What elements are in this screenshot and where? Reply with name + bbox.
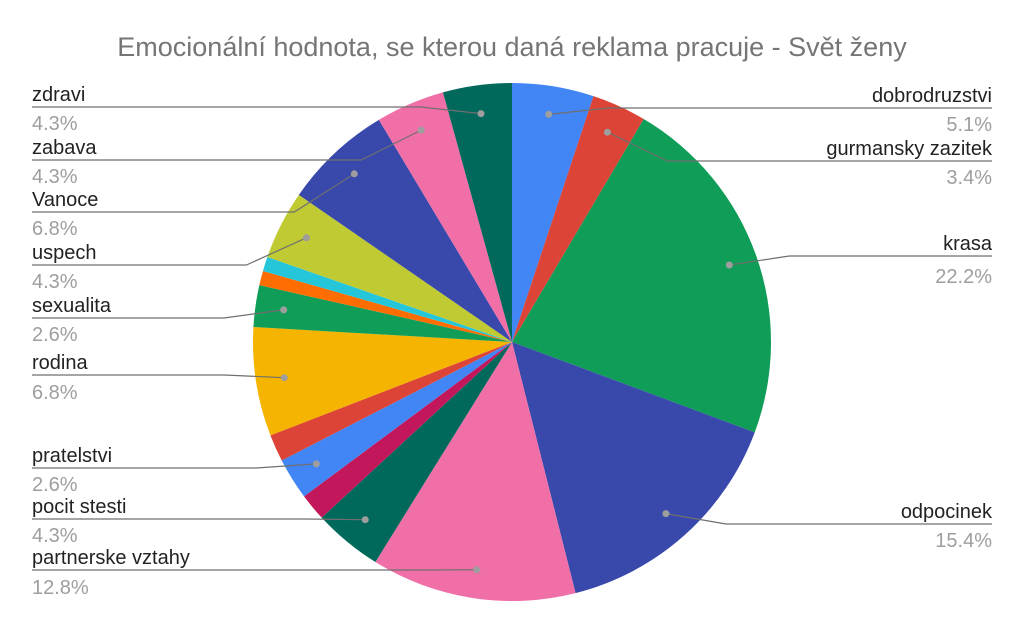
leader-dot bbox=[725, 261, 733, 269]
leader-dot bbox=[302, 234, 310, 242]
leader-line bbox=[32, 518, 366, 521]
leader-dot bbox=[280, 374, 288, 382]
pie-slice-unlabeled-11 bbox=[259, 270, 512, 342]
chart-title: Emocionální hodnota, se kterou daná rekl… bbox=[117, 32, 907, 62]
pie-slice-dobrodruzstvi bbox=[512, 83, 594, 342]
slice-percentage: 4.3% bbox=[32, 166, 78, 188]
slice-label: partnerske vztahy bbox=[32, 547, 190, 569]
pie-slice-sexualita bbox=[253, 285, 512, 342]
slice-percentage: 6.8% bbox=[32, 218, 78, 240]
slice-label: gurmansky zazitek bbox=[826, 138, 993, 160]
leader-line bbox=[32, 106, 482, 115]
pie-slice-krasa bbox=[512, 119, 771, 433]
slice-percentage: 22.2% bbox=[935, 266, 992, 288]
leader-line bbox=[607, 131, 992, 162]
leader-line bbox=[32, 173, 355, 213]
pie-slice-partnerske-vztahy bbox=[375, 342, 576, 602]
slice-label: odpocinek bbox=[901, 501, 993, 523]
pie-slice-zdravi bbox=[442, 83, 512, 342]
slice-label: rodina bbox=[32, 352, 88, 374]
pie-slice-pratelstvi bbox=[281, 342, 512, 497]
slice-percentage: 3.4% bbox=[946, 167, 992, 189]
slice-label: zdravi bbox=[32, 84, 85, 106]
slice-label: zabava bbox=[32, 137, 97, 159]
slice-percentage: 5.1% bbox=[946, 114, 992, 136]
leader-line bbox=[548, 107, 992, 115]
leader-dot bbox=[361, 516, 369, 524]
pie-slice-unlabeled-12 bbox=[262, 257, 512, 342]
leader-line bbox=[32, 237, 307, 266]
slice-percentage: 4.3% bbox=[32, 271, 78, 293]
leader-line bbox=[32, 463, 317, 469]
pie-slice-uspech bbox=[267, 194, 512, 342]
slice-percentage: 4.3% bbox=[32, 525, 78, 547]
slice-percentage: 6.8% bbox=[32, 382, 78, 404]
slice-label: sexualita bbox=[32, 295, 112, 317]
slice-percentage: 2.6% bbox=[32, 324, 78, 346]
leader-line bbox=[32, 129, 422, 161]
leader-dot bbox=[312, 460, 320, 468]
leader-dot bbox=[545, 110, 553, 118]
leader-dot bbox=[417, 126, 425, 134]
slice-label: pratelstvi bbox=[32, 445, 112, 467]
leader-dot bbox=[350, 170, 358, 178]
slice-label: dobrodruzstvi bbox=[872, 85, 992, 107]
leader-line bbox=[665, 513, 992, 525]
slice-percentage: 4.3% bbox=[32, 113, 78, 135]
slice-percentage: 12.8% bbox=[32, 577, 89, 599]
slice-percentage: 2.6% bbox=[32, 474, 78, 496]
pie-slice-odpocinek bbox=[512, 342, 755, 594]
slice-label: Vanoce bbox=[32, 189, 98, 211]
leader-line bbox=[32, 374, 285, 379]
leader-line bbox=[729, 255, 992, 266]
pie-slice-rodina bbox=[253, 326, 512, 436]
slice-label: pocit stesti bbox=[32, 496, 126, 518]
leader-dot bbox=[662, 510, 670, 518]
pie-slice-unlabeled-6 bbox=[304, 342, 512, 518]
slice-percentage: 15.4% bbox=[935, 530, 992, 552]
leader-dot bbox=[603, 128, 611, 136]
pie-slice-gurmansky-zazitek bbox=[512, 96, 644, 342]
leader-dot bbox=[473, 566, 481, 574]
leader-dot bbox=[280, 306, 288, 314]
slice-label: uspech bbox=[32, 242, 97, 264]
pie-slice-pocit-stesti bbox=[321, 342, 512, 563]
pie-slice-zabava bbox=[378, 92, 512, 342]
slice-label: krasa bbox=[943, 233, 993, 255]
leader-dot bbox=[477, 110, 485, 118]
pie-slice-unlabeled-8 bbox=[270, 342, 512, 461]
pie-slices bbox=[253, 83, 771, 602]
leader-line bbox=[32, 309, 284, 319]
slice-labels: dobrodruzstvi 5.1%gurmansky zazitek 3.4% kr… bbox=[32, 84, 993, 599]
